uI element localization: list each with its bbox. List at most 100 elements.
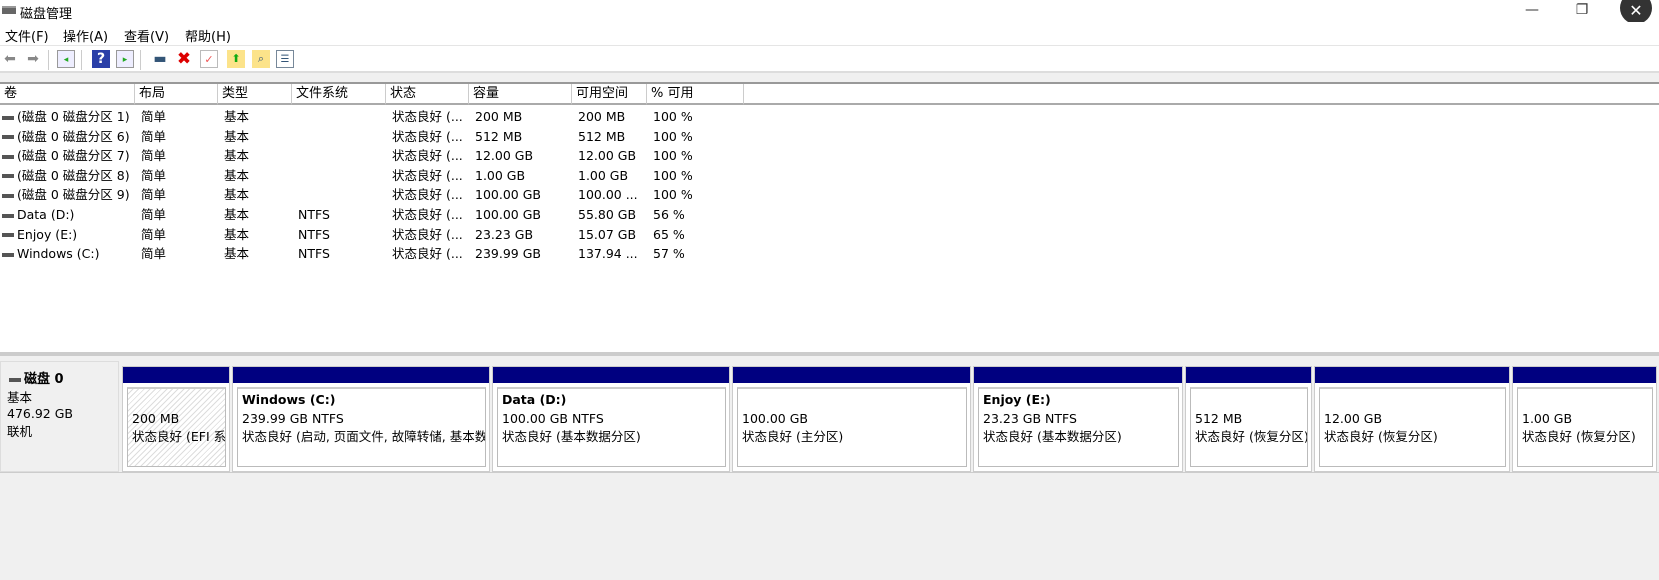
table-cell-wrap: 基本 — [218, 185, 292, 205]
action-pane-icon[interactable]: ▸ — [116, 50, 134, 68]
table-cell-wrap: 状态良好 (... — [386, 146, 469, 166]
table-cell-wrap: 100.00 GB — [469, 185, 572, 205]
partition-bar — [1186, 367, 1311, 383]
partition-block[interactable]: 12.00 GB 状态良好 (恢复分区) — [1314, 366, 1510, 472]
pane-splitter[interactable] — [0, 352, 1659, 356]
table-row[interactable]: Windows (C:) 简单 基本 NTFS 状态良好 (... 239.99 GB 13… — [0, 244, 760, 264]
table-cell: (磁盘 0 磁盘分区 7) — [17, 148, 130, 164]
table-cell: 15.07 GB — [578, 226, 637, 242]
table-cell: (磁盘 0 磁盘分区 6) — [17, 128, 130, 144]
menu-bar: 文件(F) 操作(A) 查看(V) 帮助(H) — [0, 22, 1659, 46]
help-icon[interactable]: ? — [92, 50, 110, 68]
column-header-percent-free[interactable]: % 可用 — [647, 84, 744, 105]
partition-name — [1195, 391, 1303, 410]
disk-0-label[interactable]: 磁盘 0 基本 476.92 GB 联机 — [0, 361, 119, 472]
table-cell-wrap: 57 % — [647, 244, 744, 264]
table-cell-wrap: 基本 — [218, 205, 292, 225]
partition-status: 状态良好 (基本数据分区) — [502, 429, 641, 444]
table-row[interactable]: (磁盘 0 磁盘分区 6) 简单 基本 状态良好 (... 512 MB 512 MB 10… — [0, 127, 760, 147]
partition-block[interactable]: 100.00 GB 状态良好 (主分区) — [732, 366, 971, 472]
column-header-capacity[interactable]: 容量 — [469, 84, 572, 105]
volume-icon — [2, 213, 14, 218]
column-header-free-space[interactable]: 可用空间 — [572, 84, 647, 105]
table-cell: 简单 — [141, 207, 167, 222]
window-title: 磁盘管理 — [20, 7, 73, 22]
partition-block[interactable]: Windows (C:) 239.99 GB NTFS 状态良好 (启动, 页面文件… — [232, 366, 490, 472]
console-tree-icon[interactable]: ◂ — [57, 50, 75, 68]
partition-size: 1.00 GB — [1522, 410, 1573, 426]
table-cell: (磁盘 0 磁盘分区 9) — [17, 187, 130, 203]
partition-name — [1324, 391, 1501, 410]
table-row[interactable]: (磁盘 0 磁盘分区 7) 简单 基本 状态良好 (... 12.00 GB 12.00 … — [0, 146, 760, 166]
table-cell-wrap — [292, 185, 386, 205]
back-icon[interactable]: ⬅ — [4, 51, 16, 67]
partition-status: 状态良好 (恢复分区) — [1522, 429, 1636, 444]
table-cell: 简单 — [141, 246, 167, 262]
table-cell-wrap: 100 % — [647, 127, 744, 147]
up-folder-icon[interactable]: ⬆ — [227, 50, 245, 68]
toolbar: ⬅ ➡ ◂ ? ▸ ▬ ✖ ✓ ⬆ ⌕ ☰ — [0, 46, 1659, 73]
check-icon[interactable]: ✓ — [200, 50, 218, 68]
toolbar-separator — [48, 50, 49, 70]
table-cell: 100 % — [653, 148, 693, 164]
table-row[interactable]: Enjoy (E:) 简单 基本 NTFS 状态良好 (... 23.23 GB 15.07… — [0, 225, 760, 245]
partition-block[interactable]: Data (D:) 100.00 GB NTFS 状态良好 (基本数据分区) — [492, 366, 730, 472]
table-row[interactable]: (磁盘 0 磁盘分区 1) 简单 基本 状态良好 (... 200 MB 200 MB 10… — [0, 107, 760, 127]
close-button[interactable]: ✕ — [1620, 0, 1652, 24]
table-cell: 基本 — [224, 187, 250, 203]
partition-block[interactable]: 1.00 GB 状态良好 (恢复分区) — [1512, 366, 1657, 472]
table-cell: (磁盘 0 磁盘分区 8) — [17, 167, 130, 183]
partition-name — [132, 391, 221, 410]
partition-status: 状态良好 (启动, 页面文件, 故障转储, 基本数据分区) — [242, 429, 486, 444]
table-row[interactable]: Data (D:) 简单 基本 NTFS 状态良好 (... 100.00 GB 55.80… — [0, 205, 760, 225]
volume-list: 卷 布局 类型 文件系统 状态 容量 可用空间 % 可用 (磁盘 0 磁盘分区 … — [0, 82, 1659, 352]
partition-block[interactable]: 200 MB 状态良好 (EFI 系统分区) — [122, 366, 230, 472]
table-cell-wrap: 基本 — [218, 127, 292, 147]
partition-block[interactable]: 512 MB 状态良好 (恢复分区) — [1185, 366, 1312, 472]
menu-action[interactable]: 操作(A) — [63, 30, 109, 45]
column-header-filesystem[interactable]: 文件系统 — [292, 84, 386, 105]
table-cell: 状态良好 (... — [392, 148, 463, 164]
menu-help[interactable]: 帮助(H) — [185, 30, 231, 45]
volume-icon — [2, 174, 14, 179]
restore-button[interactable]: ❐ — [1575, 2, 1589, 18]
column-header-type[interactable]: 类型 — [218, 84, 292, 105]
partition-size: 200 MB — [132, 410, 180, 426]
minimize-button[interactable]: — — [1525, 2, 1539, 18]
delete-icon[interactable]: ✖ — [176, 49, 192, 69]
forward-icon[interactable]: ➡ — [27, 51, 39, 67]
table-cell: 23.23 GB — [475, 226, 534, 242]
table-cell-wrap: 简单 — [135, 107, 218, 127]
table-cell-wrap: (磁盘 0 磁盘分区 8) — [0, 166, 135, 186]
table-row[interactable]: (磁盘 0 磁盘分区 9) 简单 基本 状态良好 (... 100.00 GB 100.0… — [0, 185, 760, 205]
partition-size: 239.99 GB NTFS — [242, 410, 344, 426]
menu-file[interactable]: 文件(F) — [5, 30, 49, 45]
properties-list-icon[interactable]: ☰ — [276, 50, 294, 68]
table-cell: 512 MB — [475, 128, 523, 144]
table-cell-wrap: 55.80 GB — [572, 205, 647, 225]
table-cell: 简单 — [141, 109, 167, 124]
table-cell: 状态良好 (... — [392, 128, 463, 144]
table-cell-wrap: 基本 — [218, 166, 292, 186]
partition-size: 12.00 GB — [1324, 410, 1383, 426]
column-header-volume[interactable]: 卷 — [0, 84, 135, 105]
table-cell: 100 % — [653, 187, 693, 203]
column-header-status[interactable]: 状态 — [386, 84, 469, 105]
partition-size: 100.00 GB — [742, 410, 808, 426]
search-folder-icon[interactable]: ⌕ — [252, 50, 270, 68]
connect-disk-icon[interactable]: ▬ — [153, 51, 167, 67]
table-cell: 状态良好 (... — [392, 109, 463, 124]
menu-view[interactable]: 查看(V) — [124, 30, 170, 45]
partition-name: Data (D:) — [502, 392, 567, 407]
volume-icon — [2, 154, 14, 159]
column-header-layout[interactable]: 布局 — [135, 84, 218, 105]
table-cell-wrap: 简单 — [135, 146, 218, 166]
table-cell: 512 MB — [578, 128, 626, 144]
table-cell-wrap: NTFS — [292, 225, 386, 245]
table-cell-wrap — [292, 107, 386, 127]
table-cell: 基本 — [224, 226, 250, 242]
table-row[interactable]: (磁盘 0 磁盘分区 8) 简单 基本 状态良好 (... 1.00 GB 1.00 GB… — [0, 166, 760, 186]
table-cell-wrap: 100 % — [647, 166, 744, 186]
partition-block[interactable]: Enjoy (E:) 23.23 GB NTFS 状态良好 (基本数据分区) — [973, 366, 1183, 472]
table-cell-wrap: 100.00 ... — [572, 185, 647, 205]
